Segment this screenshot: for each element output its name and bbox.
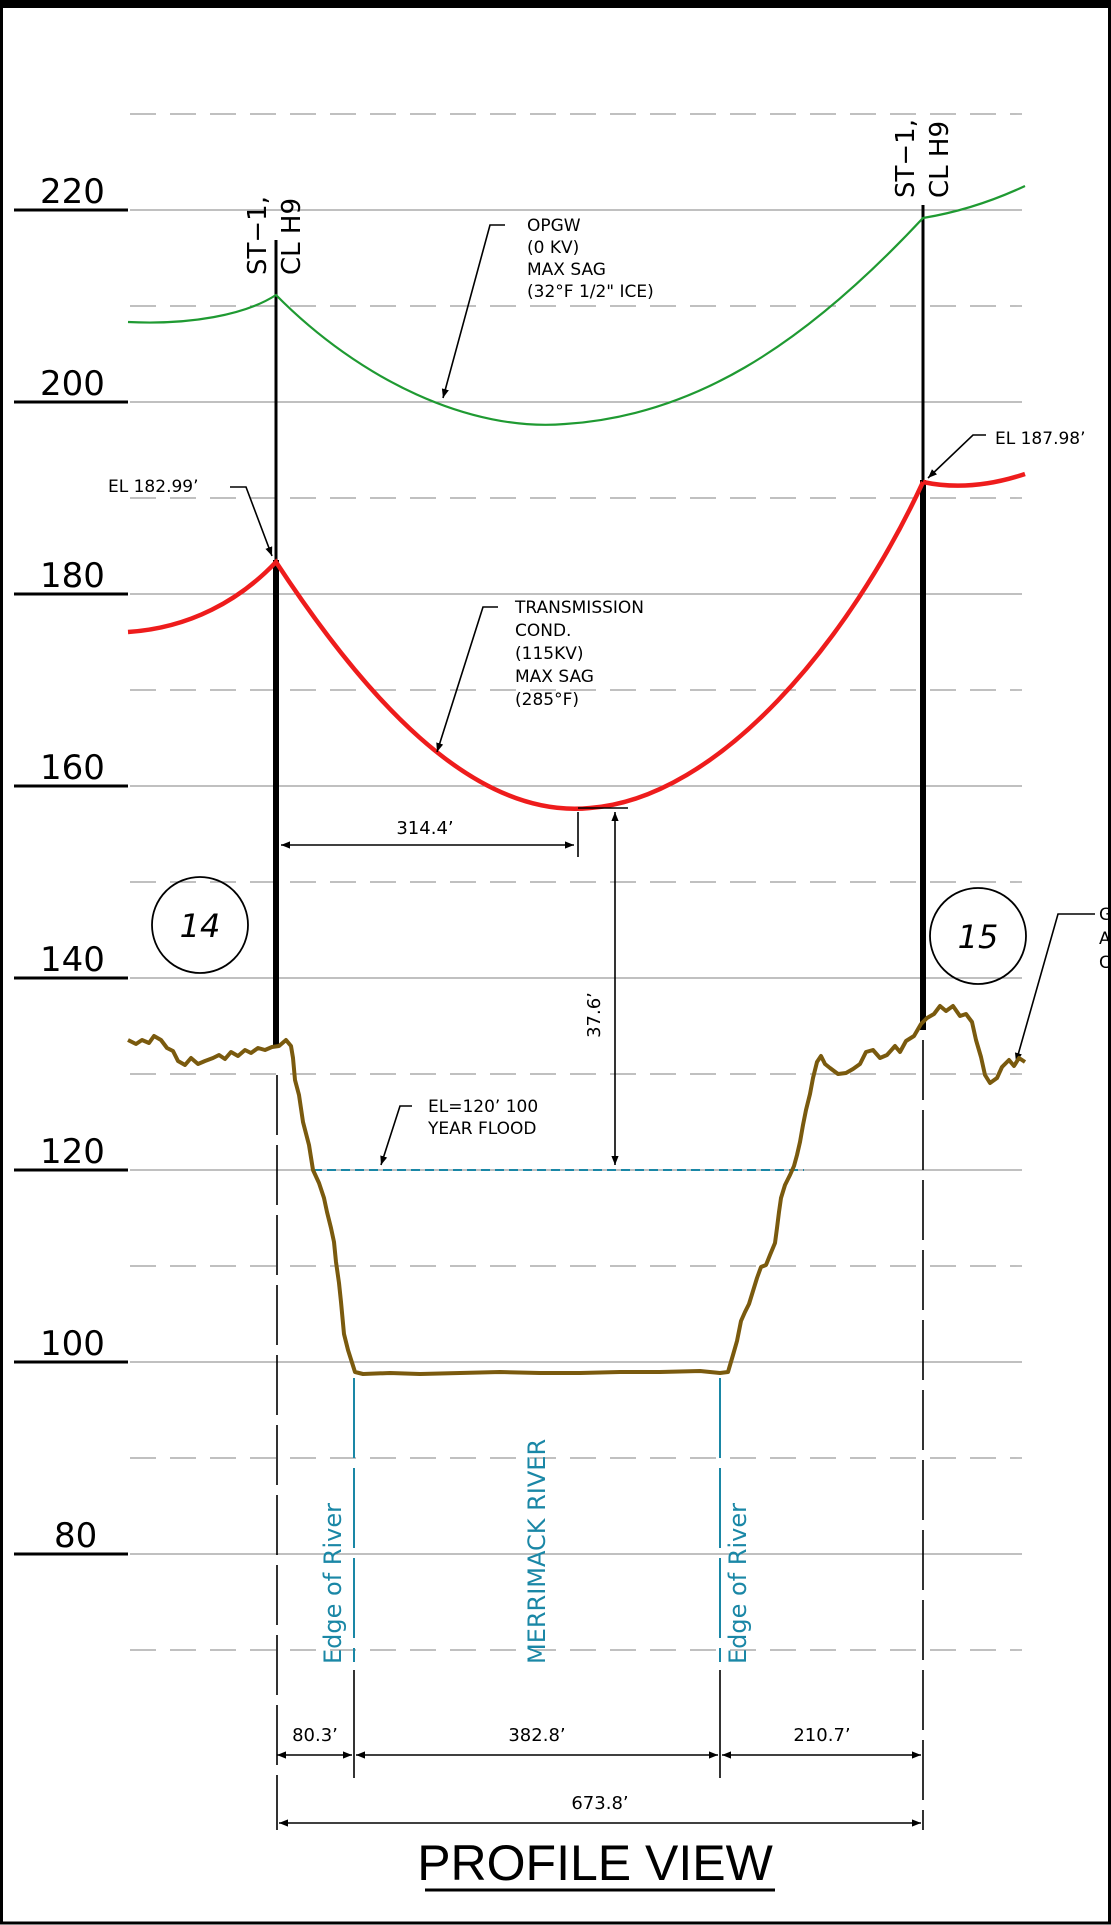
svg-text:EL 187.98’: EL 187.98’: [995, 429, 1086, 449]
svg-text:MAX SAG: MAX SAG: [515, 667, 594, 687]
transmission-conductor: [127, 481, 926, 812]
left-river-edge-label: Edge of River: [319, 1503, 347, 1664]
svg-text:(115KV): (115KV): [515, 644, 584, 664]
drawing-title: PROFILE VIEW: [417, 1835, 775, 1892]
conductor-note: TRANSMISSION COND. (115KV) MAX SAG (285°…: [436, 598, 644, 753]
river-name-label: MERRIMACK RIVER: [523, 1439, 551, 1664]
elevation-label: 220: [40, 172, 105, 212]
transmission-conductor-next-span: [922, 471, 1026, 488]
svg-text:G: G: [1099, 905, 1111, 925]
elevation-label: 100: [40, 1324, 105, 1364]
clearance-label: 37.6’: [584, 992, 605, 1038]
svg-text:80.3’: 80.3’: [292, 1725, 338, 1746]
svg-text:CL H9: CL H9: [925, 121, 955, 198]
svg-text:COND.: COND.: [515, 621, 571, 641]
low-point-offset-dimension: 314.4’: [281, 812, 579, 857]
svg-text:(0 KV): (0 KV): [527, 238, 579, 258]
bottom-dimensions: 80.3’ 382.8’ 210.7’ 673.8’: [277, 1670, 921, 1827]
elevation-label: 80: [54, 1516, 97, 1556]
svg-text:15: 15: [958, 918, 999, 956]
svg-text:382.8’: 382.8’: [508, 1725, 565, 1746]
svg-text:ST−1,: ST−1,: [243, 196, 273, 275]
svg-text:(32°F 1/2" ICE): (32°F 1/2" ICE): [527, 282, 654, 302]
svg-text:ST−1,: ST−1,: [891, 119, 921, 198]
svg-text:A: A: [1099, 929, 1111, 949]
elevation-axis: 220 200 180 160 140 120 100 80: [14, 172, 128, 1556]
elevation-grid-minor: [130, 113, 1022, 1651]
page-title: PROFILE VIEW: [417, 1835, 773, 1891]
svg-text:EL=120’ 100: EL=120’ 100: [428, 1097, 538, 1117]
structure-14-name: ST−1, CL H9: [243, 196, 307, 275]
flood-note: EL=120’ 100 YEAR FLOOD: [380, 1097, 538, 1166]
svg-text:MAX SAG: MAX SAG: [527, 260, 606, 280]
elevation-label: 160: [40, 748, 105, 788]
svg-text:210.7’: 210.7’: [793, 1725, 850, 1746]
clearance-dimension: 37.6’: [578, 807, 628, 1165]
ground-profile: [127, 1004, 1027, 1376]
svg-text:314.4’: 314.4’: [396, 818, 453, 839]
structure-15-elevation: EL 187.98’: [927, 429, 1086, 479]
right-river-edge-label: Edge of River: [724, 1503, 752, 1664]
svg-text:(285°F): (285°F): [515, 690, 579, 710]
opgw-wire: [127, 185, 1026, 426]
svg-text:673.8’: 673.8’: [571, 1793, 628, 1814]
elevation-label: 120: [40, 1132, 105, 1172]
svg-text:OPGW: OPGW: [527, 216, 581, 236]
ground-note: G A C: [1014, 905, 1111, 1063]
river-edge-lines: [353, 1378, 721, 1662]
elevation-label: 200: [40, 364, 105, 404]
elevation-label: 140: [40, 940, 105, 980]
svg-text:C: C: [1099, 953, 1111, 973]
svg-text:14: 14: [180, 907, 221, 945]
elevation-label: 180: [40, 556, 105, 596]
station-marker-14: 14: [151, 876, 249, 974]
top-border-bar: [0, 0, 1111, 8]
station-marker-15: 15: [929, 887, 1027, 985]
opgw-note: OPGW (0 KV) MAX SAG (32°F 1/2" ICE): [441, 216, 654, 399]
svg-text:CL H9: CL H9: [277, 198, 307, 275]
svg-text:TRANSMISSION: TRANSMISSION: [514, 598, 644, 618]
structure-14-elevation: EL 182.99’: [108, 477, 273, 557]
svg-text:YEAR FLOOD: YEAR FLOOD: [427, 1119, 536, 1139]
structure-centerlines: [276, 1040, 924, 1830]
structure-15-name: ST−1, CL H9: [891, 119, 955, 198]
svg-text:EL 182.99’: EL 182.99’: [108, 477, 199, 497]
